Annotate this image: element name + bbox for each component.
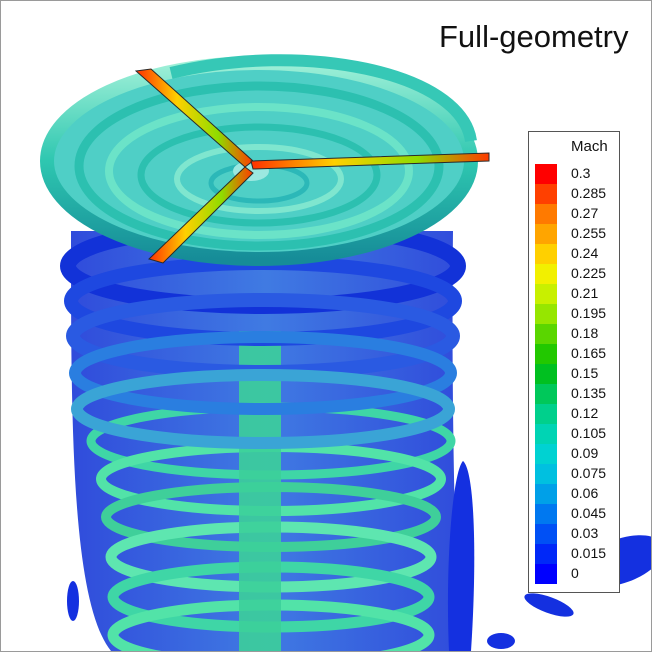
- legend-tick-label: 0.195: [571, 305, 607, 321]
- legend-tick-label: 0.21: [571, 285, 599, 301]
- legend-tick-label: 0.18: [571, 325, 599, 341]
- legend-tick-label: 0.27: [571, 205, 599, 221]
- legend-tick-label: 0.075: [571, 465, 607, 481]
- legend-swatch: [535, 244, 557, 265]
- legend-tick-label: 0.225: [571, 265, 607, 281]
- legend-tick-label: 0.135: [571, 385, 607, 401]
- legend-swatch: [535, 284, 557, 305]
- legend-swatch: [535, 324, 557, 345]
- legend-tick-label: 0.3: [571, 165, 591, 181]
- legend-tick-label: 0.12: [571, 405, 599, 421]
- legend-tick-label: 0.03: [571, 525, 599, 541]
- legend-swatch: [535, 444, 557, 465]
- legend-swatch: [535, 204, 557, 225]
- legend-swatch: [535, 344, 557, 365]
- legend-tick-label: 0.255: [571, 225, 607, 241]
- legend-swatch: [535, 484, 557, 505]
- mach-legend: Mach 0.3 0.285 0.27 0.255 0.24 0.225 0.21 0.195…: [528, 131, 620, 593]
- legend-swatch: [535, 164, 557, 185]
- legend-tick-label: 0.15: [571, 365, 599, 381]
- legend-tick-label: 0.06: [571, 485, 599, 501]
- legend-swatch: [535, 564, 557, 584]
- legend-swatch: [535, 524, 557, 545]
- legend-swatch: [535, 184, 557, 205]
- legend-swatch: [535, 224, 557, 245]
- figure-title: Full-geometry: [439, 19, 629, 54]
- legend-tick-label: 0.105: [571, 425, 607, 441]
- center-vortex: [239, 331, 281, 651]
- legend-tick-label: 0.285: [571, 185, 607, 201]
- legend-swatch: [535, 544, 557, 565]
- legend-swatch: [535, 384, 557, 405]
- rotor-blades: [134, 68, 490, 264]
- legend-title: Mach: [571, 138, 608, 155]
- legend-tick-label: 0: [571, 565, 579, 581]
- legend-tick-label: 0.24: [571, 245, 599, 261]
- legend-swatch: [535, 264, 557, 285]
- legend-swatch: [535, 364, 557, 385]
- legend-tick-label: 0.165: [571, 345, 607, 361]
- legend-swatch: [535, 504, 557, 525]
- legend-tick-label: 0.09: [571, 445, 599, 461]
- legend-color-bar: [535, 164, 557, 584]
- legend-swatch: [535, 404, 557, 425]
- legend-swatch: [535, 464, 557, 485]
- legend-tick-label: 0.045: [571, 505, 607, 521]
- legend-tick-label: 0.015: [571, 545, 607, 561]
- legend-swatch: [535, 304, 557, 325]
- legend-swatch: [535, 424, 557, 445]
